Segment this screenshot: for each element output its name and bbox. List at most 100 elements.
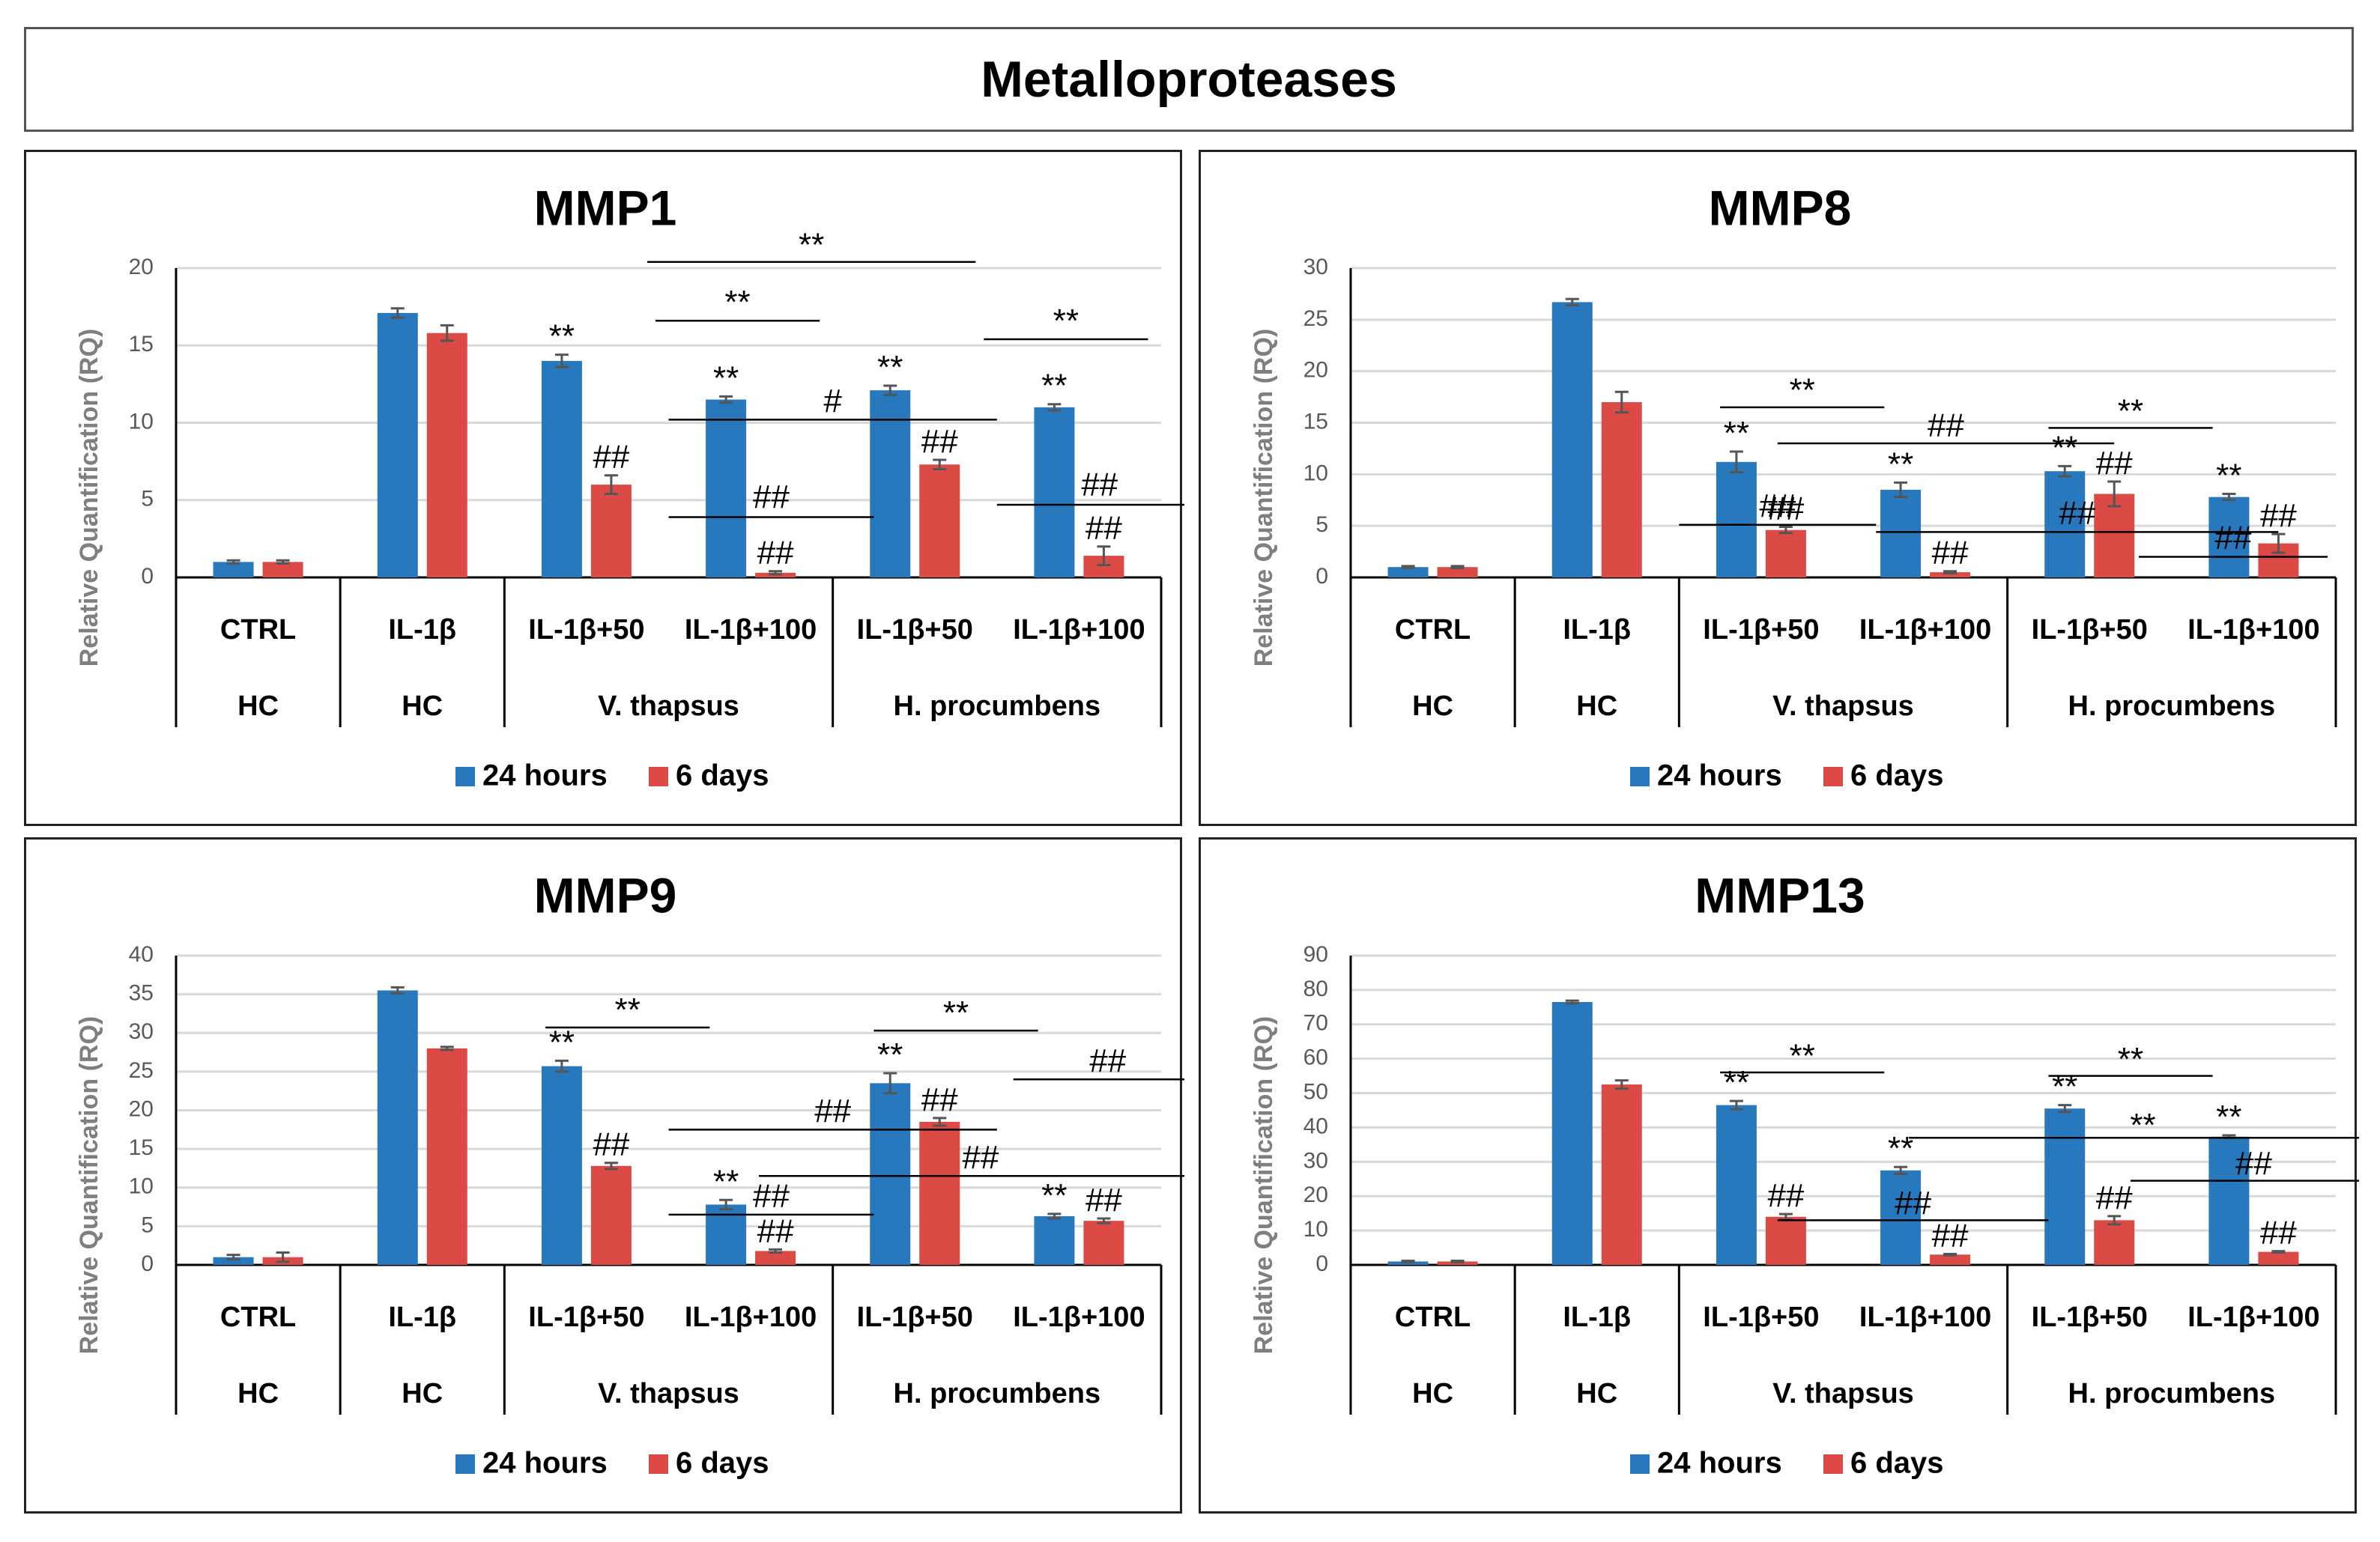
x-group-label: HC [1576,690,1617,722]
x-category-label: CTRL [220,1302,296,1333]
y-tick-label: 20 [1303,1183,1328,1207]
x-group-label: V. thapsus [1772,1378,1914,1409]
x-category-label: IL-1β+50 [857,1302,973,1333]
y-axis-label: Relative Quantification (RQ) [1250,329,1278,667]
significance-label: ** [549,1024,575,1060]
significance-label: ** [2052,1069,2077,1105]
legend-swatch-6-days [649,767,668,786]
bar-6-days [1601,401,1642,577]
significance-label: ## [757,1212,794,1249]
y-tick-label: 0 [1315,1251,1328,1276]
panel-mmp8: MMP8 Relative Quantification (RQ) 0 5 10 15 20… [1199,150,2357,826]
legend-swatch-6-days [1823,1454,1843,1474]
comparison-label: ** [799,227,824,264]
y-tick-label: 10 [129,1174,154,1199]
y-tick-label: 90 [1303,942,1328,967]
y-tick-label: 0 [141,564,154,589]
significance-label: ## [593,439,629,476]
bar-24-hours [1034,407,1075,577]
bar-6-days [1930,572,1971,577]
bar-24-hours [2044,1108,2086,1265]
x-category-label: IL-1β+50 [1703,614,1819,646]
legend-label-24-hours: 24 hours [482,759,608,792]
significance-label: ** [2052,429,2077,466]
x-category-label: CTRL [1395,614,1471,646]
legend-swatch-24-hours [1630,1454,1650,1474]
comparison-label: # [823,383,842,419]
significance-label: ** [877,349,903,386]
comparison-label: ## [962,1139,999,1176]
significance-label: ## [2260,1215,2297,1251]
x-category-label: IL-1β+100 [1859,1302,1991,1333]
comparison-label: ** [1053,303,1079,339]
y-tick-label: 80 [1303,977,1328,1001]
significance-label: ## [2096,1180,2133,1216]
legend-label-6-days: 6 days [676,759,769,792]
bar-6-days [919,464,960,577]
bar-6-days [262,562,303,577]
x-category-label: IL-1β [388,614,456,646]
bar-24-hours [1387,567,1429,577]
x-category-label: IL-1β+100 [2187,1302,2319,1333]
comparison-label: ## [1759,488,1796,524]
significance-label: ** [1724,1064,1749,1101]
panel-mmp9: MMP9 Relative Quantification (RQ) 0 5 10 15 20… [24,837,1184,1514]
x-category-label: IL-1β+50 [2032,614,2148,646]
y-tick-label: 0 [1315,564,1328,589]
bar-6-days [426,333,467,577]
y-tick-label: 5 [141,1212,154,1237]
y-tick-label: 40 [129,942,154,967]
bar-6-days [755,1251,796,1265]
bar-24-hours [1716,1105,1757,1265]
x-category-label: IL-1β+100 [2187,614,2319,646]
legend-label-24-hours: 24 hours [1657,1447,1782,1480]
comparison-label: ## [2059,495,2095,532]
bar-24-hours [1551,302,1593,577]
comparison-label: ## [753,479,790,515]
significance-label: ## [757,535,794,571]
y-tick-label: 5 [1315,512,1328,537]
chart-mmp1: MMP1 Relative Quantification (RQ) 0 5 10 15 20… [75,180,1184,792]
x-category-label: CTRL [220,614,296,646]
significance-label: ** [1041,368,1067,404]
x-group-label: H. procumbens [894,690,1101,722]
chart-title: MMP13 [1695,867,1865,923]
significance-label: ** [549,318,575,355]
significance-label: ## [1932,1217,1969,1254]
bar-24-hours [213,562,254,577]
x-category-label: IL-1β+50 [2032,1302,2148,1333]
x-category-label: IL-1β [1563,1302,1631,1333]
x-group-label: HC [1412,690,1453,722]
y-tick-label: 5 [141,487,154,512]
x-category-label: IL-1β+100 [1859,614,1991,646]
y-tick-label: 60 [1303,1045,1328,1070]
y-tick-label: 70 [1303,1011,1328,1036]
y-tick-label: 35 [129,981,154,1006]
bar-6-days [426,1048,467,1265]
y-tick-label: 10 [1303,1217,1328,1242]
legend-swatch-24-hours [455,1454,475,1474]
bar-6-days [2094,494,2135,577]
chart-title: MMP8 [1709,180,1852,235]
y-tick-label: 15 [129,332,154,356]
legend-swatch-24-hours [455,767,475,786]
bar-6-days [1437,567,1478,577]
legend-swatch-24-hours [1630,767,1650,786]
x-category-label: IL-1β [388,1302,456,1333]
y-tick-label: 40 [1303,1114,1328,1138]
x-group-label: HC [402,690,443,722]
bar-24-hours [1716,461,1757,577]
bar-24-hours [213,1257,254,1265]
bar-6-days [2094,1220,2135,1265]
x-category-label: IL-1β+50 [528,614,644,646]
x-category-label: IL-1β+100 [685,1302,817,1333]
comparison-label: ** [724,284,750,321]
bar-24-hours [2208,1136,2250,1265]
bar-24-hours [706,399,747,577]
legend-label-6-days: 6 days [676,1447,769,1480]
bar-24-hours [2208,497,2250,577]
x-group-label: H. procumbens [894,1378,1101,1409]
figure-title: Metalloproteases [24,27,2354,132]
comparison-label: ** [615,992,641,1028]
comparison-label: ** [2118,392,2143,429]
